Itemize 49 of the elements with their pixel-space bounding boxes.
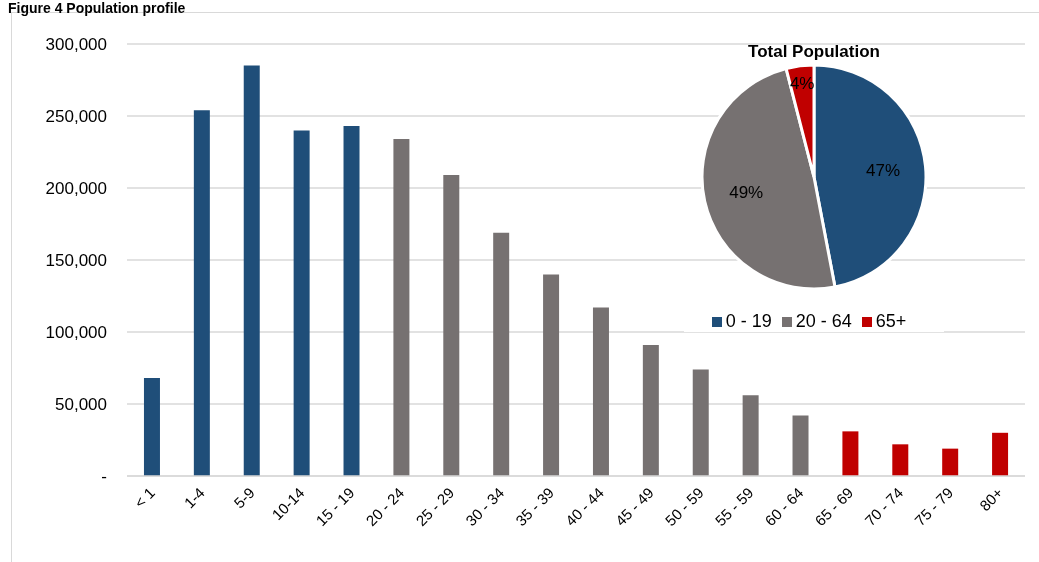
x-tick-label: 30 - 34 xyxy=(462,483,508,530)
bar xyxy=(692,369,709,476)
x-tick-label: < 1 xyxy=(130,483,158,512)
x-tick-label: 50 - 59 xyxy=(661,483,707,530)
y-tick-label: 250,000 xyxy=(45,107,107,127)
legend-label: 65+ xyxy=(875,311,907,331)
bar xyxy=(892,444,909,476)
y-tick-label: 150,000 xyxy=(45,251,107,271)
x-tick-label: 25 - 29 xyxy=(412,483,458,530)
bar xyxy=(343,126,360,476)
bar xyxy=(592,307,609,476)
bar xyxy=(543,274,560,476)
bar xyxy=(642,344,659,476)
x-tick-label: 60 - 64 xyxy=(761,483,807,530)
bar xyxy=(143,378,160,476)
x-tick-label: 15 - 19 xyxy=(312,483,358,530)
y-tick-label: 200,000 xyxy=(45,179,107,199)
y-tick-label: 50,000 xyxy=(55,395,107,415)
x-tick-label: 35 - 39 xyxy=(512,483,558,530)
y-tick-label: 100,000 xyxy=(45,323,107,343)
x-tick-label: 45 - 49 xyxy=(611,483,657,530)
legend-label: 0 - 19 xyxy=(725,311,772,331)
x-tick-label: 75 - 79 xyxy=(911,483,957,530)
bar xyxy=(243,65,260,476)
x-tick-label: 70 - 74 xyxy=(861,483,907,530)
bar xyxy=(992,432,1009,476)
bar xyxy=(792,415,809,476)
x-tick-label: 80+ xyxy=(976,483,1007,515)
bar xyxy=(393,139,410,476)
y-tick-label: 300,000 xyxy=(45,35,107,55)
data-label: 47% xyxy=(866,160,901,180)
x-tick-label: 65 - 69 xyxy=(811,483,857,530)
bar xyxy=(742,395,759,476)
x-tick-label: 20 - 24 xyxy=(362,483,408,530)
x-tick-label: 55 - 59 xyxy=(711,483,757,530)
y-tick-label: - xyxy=(101,467,107,487)
bar xyxy=(493,232,510,476)
bar xyxy=(293,130,310,476)
x-tick-label: 5-9 xyxy=(230,483,258,512)
x-tick-label: 40 - 44 xyxy=(561,483,607,530)
bar xyxy=(443,175,460,476)
chart-title: Total Population xyxy=(747,42,881,62)
bar xyxy=(193,110,210,476)
data-label: 49% xyxy=(729,182,764,202)
x-tick-label: 1-4 xyxy=(180,483,208,512)
bar xyxy=(942,448,959,476)
chart-title: Figure 4 Population profile xyxy=(8,0,186,16)
bar xyxy=(842,431,859,476)
legend-label: 20 - 64 xyxy=(795,311,852,331)
